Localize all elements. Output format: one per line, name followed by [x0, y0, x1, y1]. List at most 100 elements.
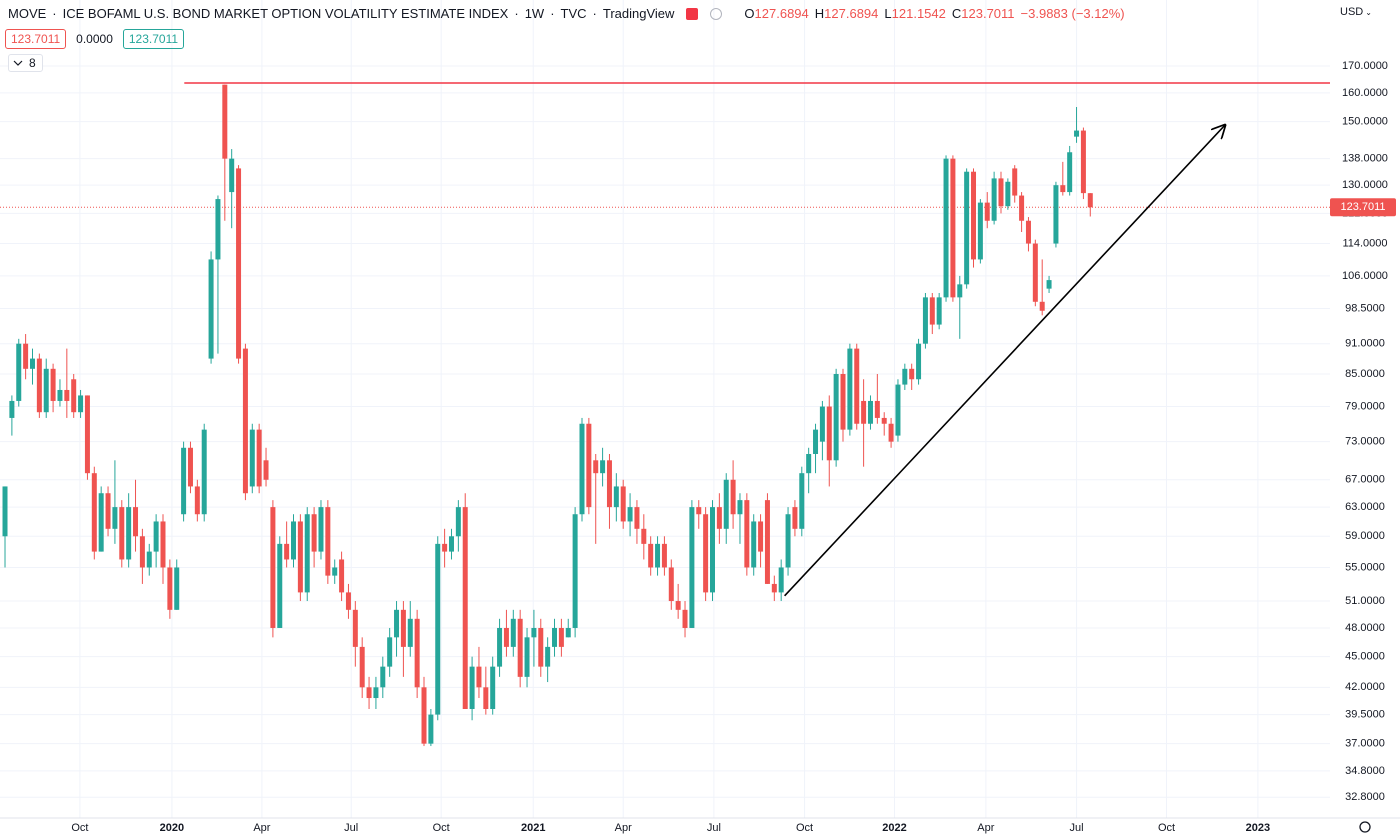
more-icon[interactable] [710, 7, 723, 20]
candle-body [91, 473, 97, 552]
y-tick-label: 63.0000 [1345, 501, 1385, 513]
candle-body [888, 423, 894, 442]
candle-body [1025, 220, 1031, 244]
x-tick-label: Oct [1158, 822, 1175, 834]
candle-body [435, 543, 441, 715]
candle-body [1032, 243, 1038, 302]
candle-body [469, 666, 475, 710]
candle-body [847, 348, 853, 430]
currency[interactable]: USD ⌄ [1340, 6, 1372, 18]
y-tick-label: 160.0000 [1342, 87, 1388, 99]
candle-body [112, 507, 118, 529]
candle-body [998, 178, 1004, 207]
candle-body [565, 627, 571, 638]
ohlc-values: O127.6894 H127.6894 L121.1542 C123.7011 [738, 6, 1014, 21]
candle-body [902, 368, 908, 385]
x-tick-label: Jul [344, 822, 358, 834]
x-tick-label: Apr [977, 822, 994, 834]
x-tick-label: 2022 [882, 822, 906, 834]
candle-body [723, 479, 729, 529]
y-tick-label: 138.0000 [1342, 153, 1388, 165]
legend-header: MOVE ICE BOFAML U.S. BOND MARKET OPTION … [8, 6, 1125, 21]
exchange: TVC [560, 6, 587, 21]
candle-body [256, 429, 262, 487]
candle-body [64, 389, 70, 401]
candle-body [442, 543, 448, 552]
candle-body [737, 500, 743, 515]
candle-body [552, 627, 558, 647]
candle-body [105, 493, 111, 529]
candle-body [373, 687, 379, 699]
y-tick-label: 114.0000 [1342, 237, 1387, 249]
candle-body [668, 567, 674, 602]
candle-body [36, 358, 42, 413]
candle-body [744, 500, 750, 568]
x-tick-label: Oct [433, 822, 450, 834]
indicators-toggle[interactable]: 8 [8, 54, 43, 72]
candle-body [538, 627, 544, 667]
candle-body [854, 348, 860, 424]
candle-body [964, 171, 970, 285]
candle-body [71, 379, 77, 413]
candle-body [201, 429, 207, 515]
y-tick-label: 59.0000 [1345, 530, 1385, 542]
interval[interactable]: 1W [524, 6, 545, 21]
candle-body [1067, 152, 1073, 193]
candle-body [455, 507, 461, 537]
candle-body [23, 343, 29, 369]
candle-body [325, 507, 331, 576]
x-tick-label: Apr [253, 822, 270, 834]
candle-body [648, 543, 654, 568]
candle-body [1039, 301, 1045, 311]
flag-icon[interactable] [686, 7, 699, 20]
ask[interactable]: 123.7011 [122, 29, 185, 49]
candle-body [600, 460, 606, 474]
candle-body [634, 507, 640, 529]
candle-body [332, 567, 338, 576]
candle-body [1074, 130, 1080, 137]
candle-body [366, 687, 372, 699]
separator [508, 6, 524, 21]
candle-body [909, 368, 915, 380]
candle-body [696, 507, 702, 515]
candle-body [304, 514, 310, 593]
candle-body [476, 666, 482, 688]
candle-body [593, 460, 599, 474]
change: −3.9883 (−3.12%) [1020, 6, 1125, 21]
ohlc-key: C [951, 6, 962, 21]
ohlc-value: 123.7011 [961, 6, 1015, 21]
candle-body [655, 543, 661, 568]
settings-icon[interactable] [1359, 821, 1371, 833]
y-tick-label: 45.0000 [1345, 651, 1385, 663]
candle-body [462, 507, 468, 710]
candle-body [682, 609, 688, 628]
candle-body [758, 521, 764, 552]
y-tick-label: 37.0000 [1345, 738, 1385, 750]
candle-body [428, 714, 434, 744]
candle-body [545, 646, 551, 667]
candle-body [627, 507, 633, 522]
candle-body [126, 507, 132, 560]
candle-body [510, 618, 516, 647]
candle-body [819, 406, 825, 442]
candle-body [867, 400, 873, 424]
candle-body [497, 627, 503, 667]
separator [46, 6, 62, 21]
chevron-icon [13, 60, 23, 66]
candle-body [936, 297, 942, 325]
candle-body [531, 627, 537, 638]
candle-body [785, 514, 791, 568]
candle-body [716, 507, 722, 529]
candle-body [730, 479, 736, 515]
candle-body [1060, 185, 1066, 193]
quote-row: 123.7011 0.0000 123.7011 [5, 29, 185, 49]
candle-body [709, 507, 715, 593]
x-tick-label: Apr [615, 822, 632, 834]
candle-body [16, 343, 22, 401]
y-tick-label: 85.0000 [1345, 368, 1385, 380]
last-price-box [1330, 198, 1396, 217]
x-tick-label: 2020 [160, 822, 184, 834]
candle-body [284, 543, 290, 560]
bid[interactable]: 123.7011 [5, 29, 67, 49]
x-tick-label: 2021 [521, 822, 545, 834]
